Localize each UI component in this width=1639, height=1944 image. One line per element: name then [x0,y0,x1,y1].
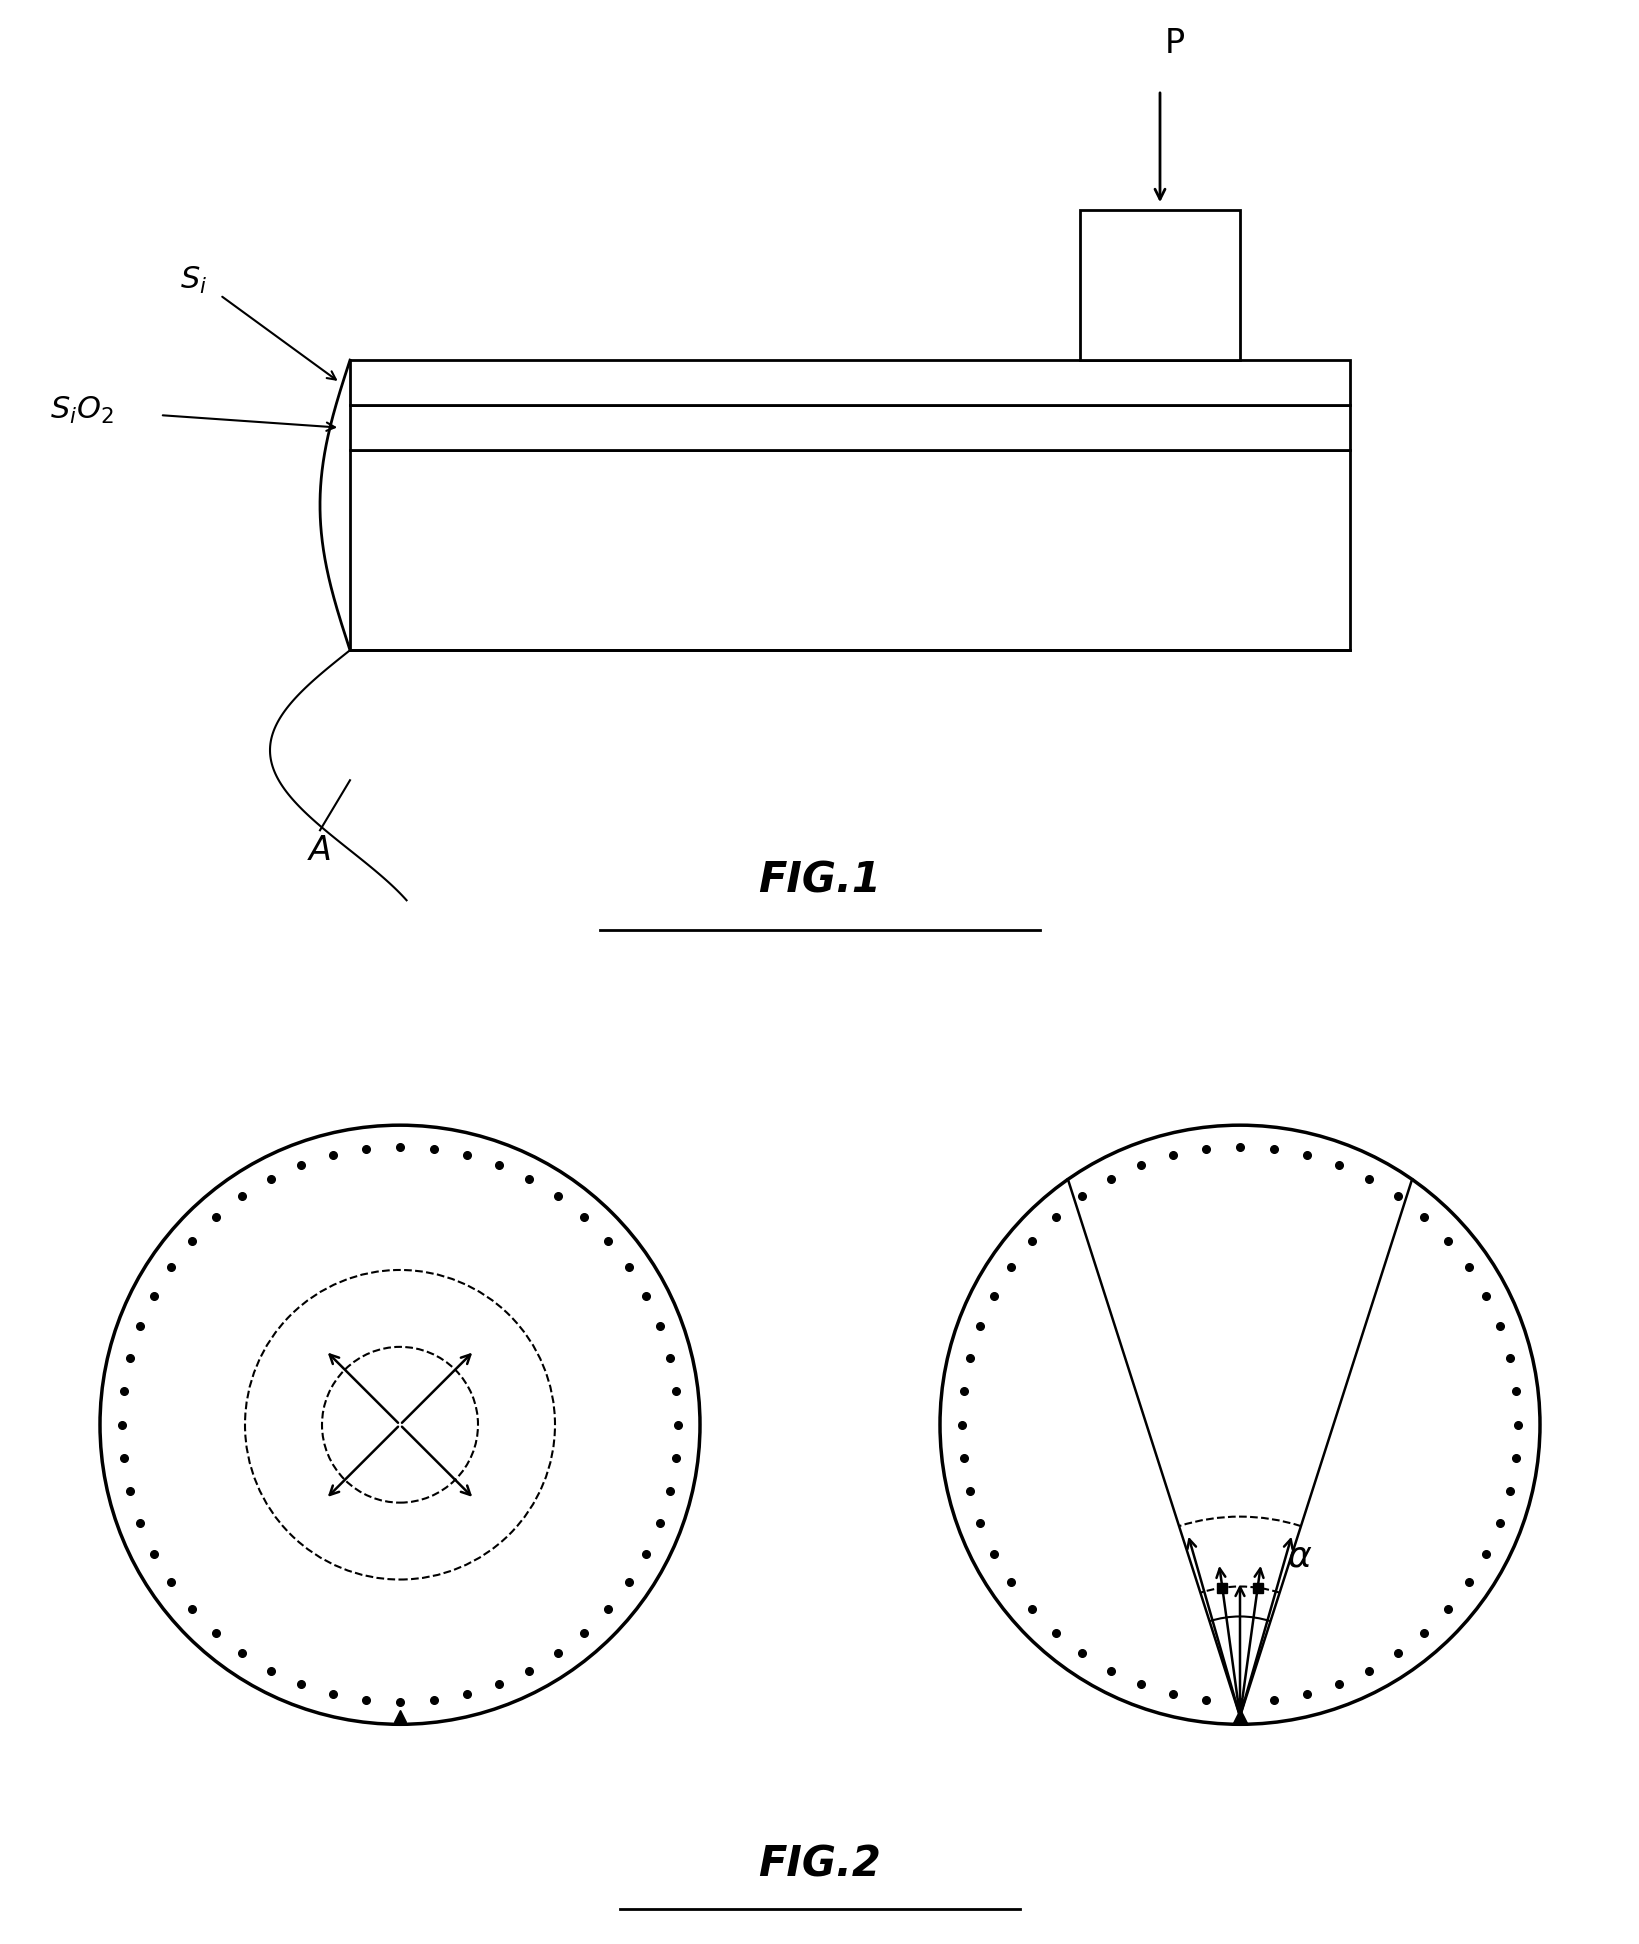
Text: $\alpha$: $\alpha$ [1287,1540,1311,1573]
Bar [349,404,1349,451]
Bar [1080,210,1239,360]
Bar [349,451,1349,649]
Text: A: A [308,834,331,867]
Text: FIG.1: FIG.1 [759,859,880,902]
Text: S$_i$O$_2$: S$_i$O$_2$ [49,395,115,426]
Text: P: P [1164,27,1185,60]
Text: S$_i$: S$_i$ [180,264,208,295]
Text: FIG.2: FIG.2 [759,1843,880,1886]
Bar [349,360,1349,404]
